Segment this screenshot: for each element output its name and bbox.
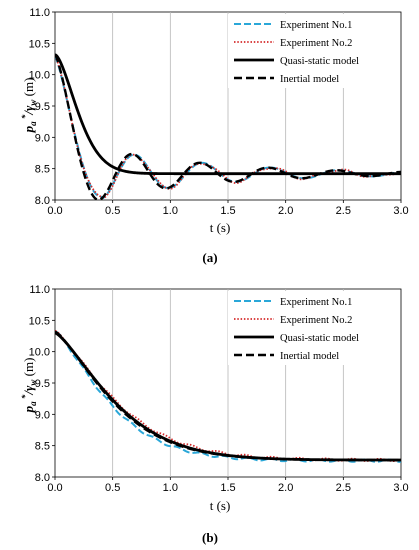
y-tick-label: 11.0 — [29, 284, 50, 296]
series-layer-a — [55, 53, 401, 200]
x-tick-label: 0.5 — [105, 482, 120, 494]
x-axis-label-a: t (s) — [210, 220, 231, 235]
chart-a: 0.0 0.5 1.0 1.5 2.0 2.5 3.0 8.0 8.5 9.0 9.5 10.0 10.… — [20, 7, 409, 265]
x-axis-label-b: t (s) — [210, 498, 231, 513]
y-tick-label: 9.5 — [35, 378, 50, 390]
y-tick-label: 10.0 — [29, 70, 50, 82]
y-tick-label: 9.0 — [35, 409, 50, 421]
panel-label-a: (a) — [202, 250, 217, 265]
legend-label-2: Experiment No.2 — [280, 315, 352, 326]
panel-label-b: (b) — [202, 530, 218, 545]
x-tick-label: 3.0 — [393, 205, 408, 217]
legend-label-3: Quasi-static model — [280, 333, 359, 344]
axes-layer-a: 0.0 0.5 1.0 1.5 2.0 2.5 3.0 8.0 8.5 9.0 9.5 10.0 10.… — [29, 7, 409, 217]
y-tick-label: 9.0 — [35, 132, 50, 144]
legend-label-1: Experiment No.1 — [280, 20, 352, 31]
y-axis-label-a: pa */γw (m) — [20, 78, 38, 134]
legend-b: Experiment No.1 Experiment No.2 Quasi-stat… — [228, 291, 396, 365]
x-tick-label: 0.0 — [47, 482, 62, 494]
y-tick-label: 8.5 — [35, 164, 50, 176]
series-line-4 — [55, 53, 401, 200]
series-line-3 — [55, 53, 401, 176]
y-tick-label: 10.0 — [29, 347, 50, 359]
y-tick-label: 10.5 — [29, 38, 50, 50]
x-tick-label: 3.0 — [393, 482, 408, 494]
legend-label-4: Inertial model — [280, 351, 339, 362]
y-axis-label-b: pa */γw (m) — [20, 358, 38, 414]
y-tick-label: 8.0 — [35, 472, 50, 484]
y-tick-label: 11.0 — [29, 7, 50, 19]
legend-box — [228, 291, 396, 365]
x-tick-label: 2.0 — [278, 482, 293, 494]
legend-box — [228, 14, 396, 88]
y-tick-label: 8.0 — [35, 195, 50, 207]
x-tick-label: 2.5 — [336, 205, 351, 217]
series-line-2 — [55, 55, 401, 200]
legend-label-3: Quasi-static model — [280, 56, 359, 67]
legend-a: Experiment No.1 Experiment No.2 Quasi-stat… — [228, 14, 396, 88]
legend-label-1: Experiment No.1 — [280, 297, 352, 308]
x-tick-label: 0.5 — [105, 205, 120, 217]
chart-b: 0.0 0.5 1.0 1.5 2.0 2.5 3.0 8.0 8.5 9.0 9.5 10.0 10.… — [20, 284, 409, 545]
x-tick-label: 1.5 — [220, 482, 235, 494]
y-tick-label: 9.5 — [35, 101, 50, 113]
series-layer-b — [55, 329, 401, 463]
legend-label-2: Experiment No.2 — [280, 38, 352, 49]
legend-label-4: Inertial model — [280, 74, 339, 85]
axes-layer-b: 0.0 0.5 1.0 1.5 2.0 2.5 3.0 8.0 8.5 9.0 9.5 10.0 10.… — [29, 284, 409, 494]
x-tick-label: 2.0 — [278, 205, 293, 217]
x-tick-label: 1.0 — [163, 205, 178, 217]
x-tick-label: 0.0 — [47, 205, 62, 217]
x-tick-label: 2.5 — [336, 482, 351, 494]
y-tick-label: 8.5 — [35, 441, 50, 453]
x-tick-label: 1.0 — [163, 482, 178, 494]
series-line-4 — [55, 330, 401, 462]
x-tick-label: 1.5 — [220, 205, 235, 217]
y-tick-label: 10.5 — [29, 315, 50, 327]
